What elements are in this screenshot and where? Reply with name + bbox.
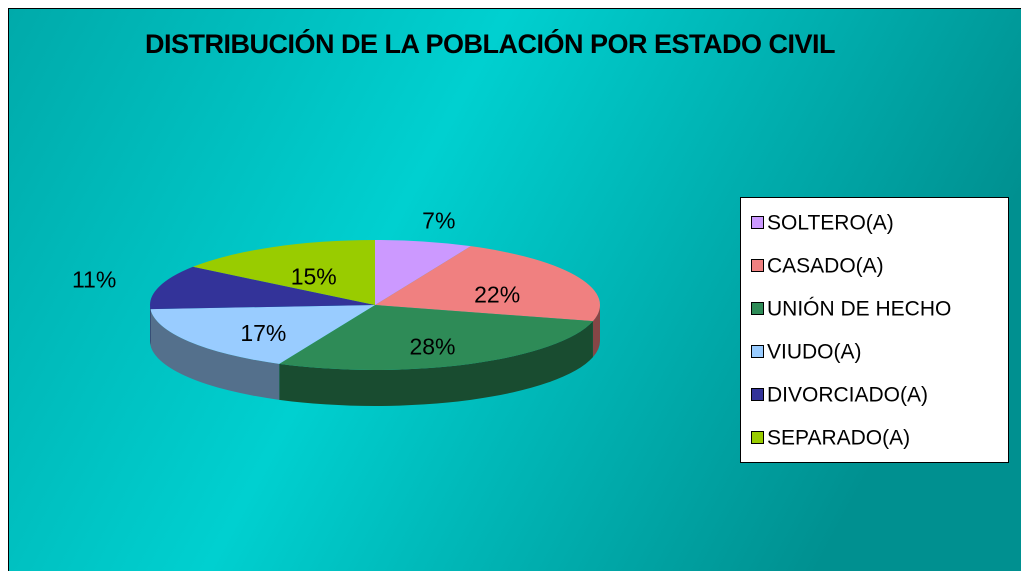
data-label: 17% <box>240 320 286 346</box>
legend-swatch <box>751 345 764 358</box>
data-label: 11% <box>72 267 116 293</box>
legend-label: UNIÓN DE HECHO <box>767 298 951 321</box>
slice <box>375 240 471 305</box>
data-label: 7% <box>422 208 455 234</box>
slice-side <box>592 305 600 358</box>
data-label: 15% <box>291 263 337 289</box>
slice <box>150 305 375 364</box>
legend-swatch <box>751 259 764 272</box>
slice-side <box>279 321 593 406</box>
legend-label: CASADO(A) <box>767 255 884 278</box>
slice-side <box>150 309 280 400</box>
legend-label: VIUDO(A) <box>767 341 862 364</box>
legend-swatch <box>751 216 764 229</box>
slice <box>192 240 375 305</box>
legend-label: DIVORCIADO(A) <box>767 384 928 407</box>
slice <box>279 305 593 370</box>
chart-title: DISTRIBUCIÓN DE LA POBLACIÓN POR ESTADO … <box>144 29 836 59</box>
slice <box>150 266 375 310</box>
legend-label: SOLTERO(A) <box>767 212 894 235</box>
legend-swatch <box>751 388 764 401</box>
legend-swatch <box>751 302 764 315</box>
legend-label: SEPARADO(A) <box>767 427 910 450</box>
data-label: 22% <box>474 281 520 307</box>
legend-swatch <box>751 431 764 444</box>
data-label: 28% <box>409 333 455 359</box>
legend-box <box>740 197 1009 463</box>
slice <box>375 246 600 322</box>
